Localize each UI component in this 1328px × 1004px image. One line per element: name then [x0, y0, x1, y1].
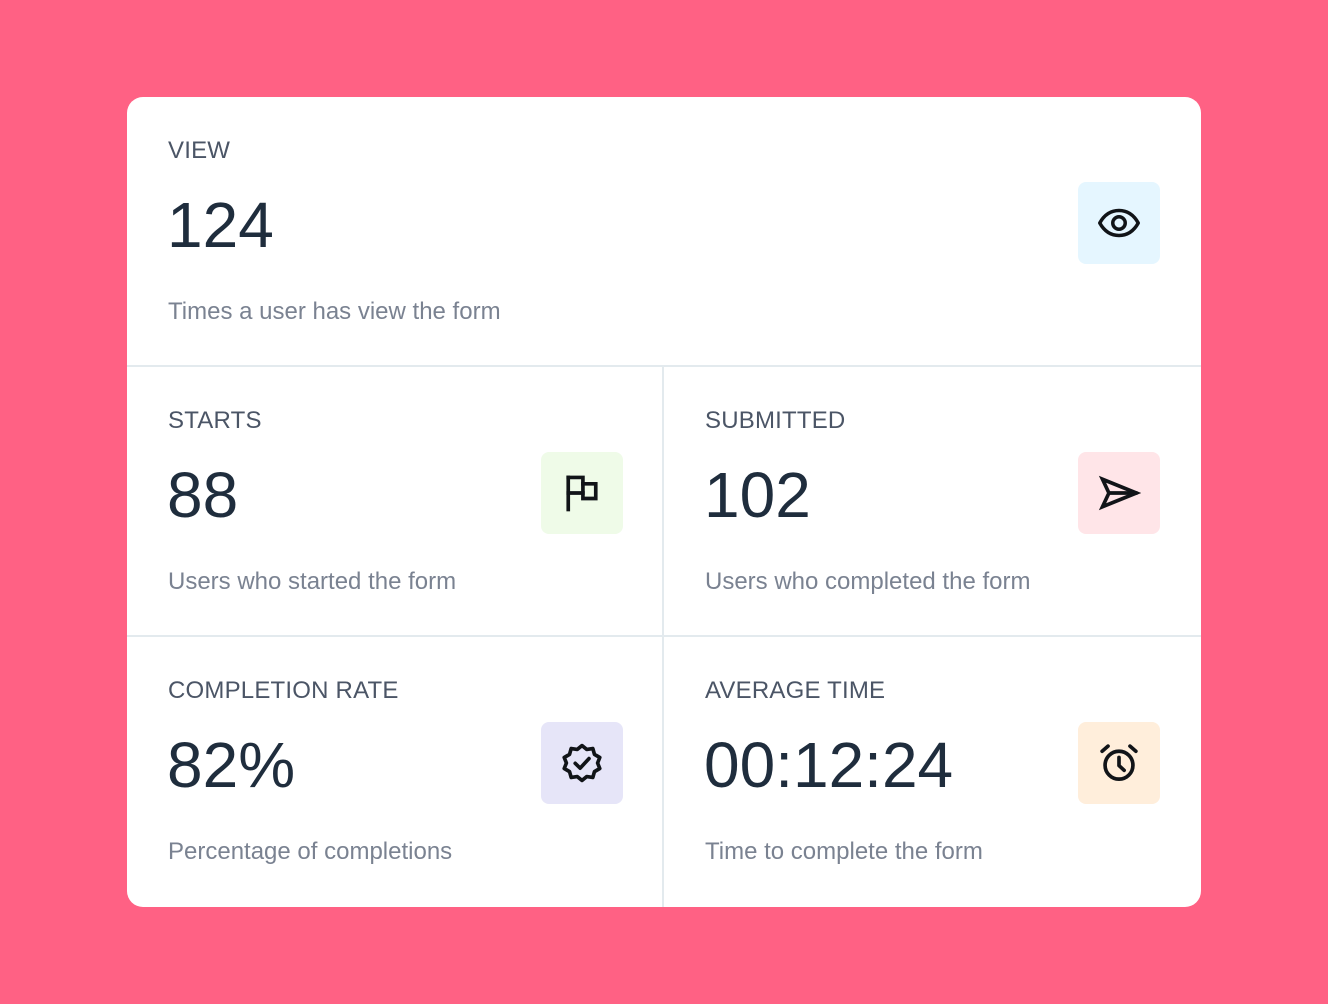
stat-average-time: AVERAGE TIME 00:12:24 Time to complete t…: [664, 637, 1201, 907]
send-icon: [1098, 475, 1141, 511]
stat-label: AVERAGE TIME: [705, 677, 886, 704]
alarm-clock-icon: [1100, 744, 1138, 781]
flag-icon: [566, 475, 598, 512]
stat-completion-rate: COMPLETION RATE 82% Percentage of comple…: [127, 637, 662, 907]
stat-icon-tile: [1078, 452, 1160, 534]
stat-value: 88: [167, 459, 239, 531]
stat-label: COMPLETION RATE: [168, 677, 399, 704]
eye-icon: [1098, 208, 1140, 238]
stat-label: SUBMITTED: [705, 407, 846, 434]
divider: [127, 365, 1201, 367]
stat-icon-tile: [1078, 182, 1160, 264]
stats-card: VIEW 124 Times a user has view the form …: [127, 97, 1201, 907]
stat-value: 82%: [167, 729, 296, 801]
stat-description: Times a user has view the form: [168, 298, 501, 325]
stat-icon-tile: [541, 452, 623, 534]
stat-description: Time to complete the form: [705, 838, 983, 865]
stat-icon-tile: [1078, 722, 1160, 804]
badge-check-icon: [562, 743, 602, 783]
stat-starts: STARTS 88 Users who started the form: [127, 367, 662, 635]
stat-description: Users who started the form: [168, 568, 457, 595]
stat-label: VIEW: [168, 137, 231, 164]
stat-value: 102: [704, 459, 811, 531]
stat-value: 00:12:24: [704, 729, 954, 801]
divider: [662, 367, 664, 907]
stat-label: STARTS: [168, 407, 262, 434]
stat-submitted: SUBMITTED 102 Users who completed the fo…: [664, 367, 1201, 635]
stat-description: Users who completed the form: [705, 568, 1031, 595]
stat-icon-tile: [541, 722, 623, 804]
divider: [127, 635, 1201, 637]
stat-value: 124: [167, 189, 274, 261]
stat-view: VIEW 124 Times a user has view the form: [127, 97, 1201, 365]
stat-description: Percentage of completions: [168, 838, 453, 865]
